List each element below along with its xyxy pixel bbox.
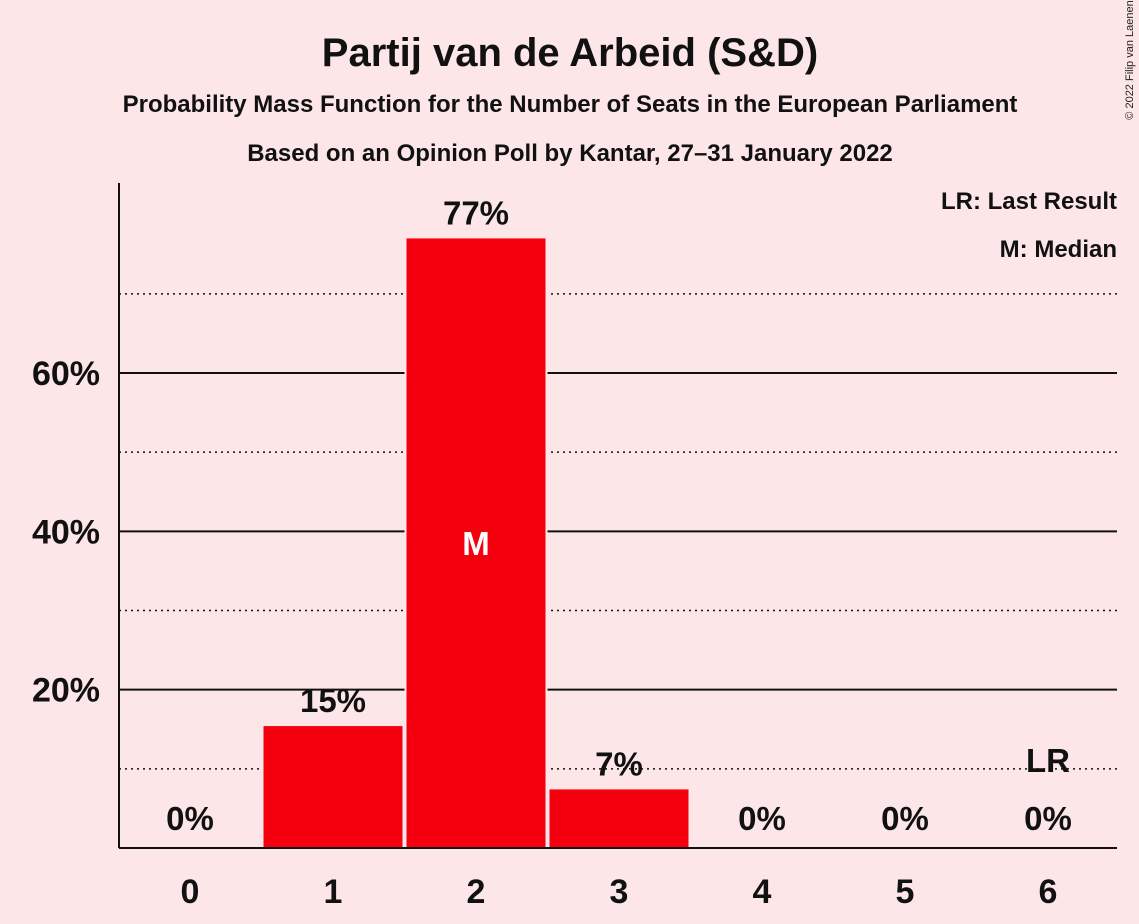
y-tick-label: 60%	[32, 355, 100, 393]
data-label: 0%	[166, 800, 214, 837]
x-tick-label: 2	[467, 873, 486, 911]
legend-median: M: Median	[1000, 236, 1117, 263]
y-tick-label: 20%	[32, 672, 100, 710]
bar-seats-2	[406, 238, 546, 848]
chart-title: Partij van de Arbeid (S&D)	[322, 31, 818, 75]
x-tick-label: 0	[181, 873, 200, 911]
x-tick-label: 6	[1039, 873, 1058, 911]
chart-subtitle-source: Based on an Opinion Poll by Kantar, 27–3…	[247, 140, 893, 167]
labels: 20%40%60%00%115%277%37%40%50%60%MLR	[32, 194, 1072, 911]
y-tick-label: 40%	[32, 513, 100, 551]
legend-last-result: LR: Last Result	[941, 188, 1117, 215]
x-tick-label: 3	[610, 873, 629, 911]
last-result-marker: LR	[1026, 742, 1070, 779]
data-label: 0%	[881, 800, 929, 837]
x-tick-label: 4	[753, 873, 772, 911]
axes	[118, 183, 1117, 849]
data-label: 0%	[1024, 800, 1072, 837]
data-label: 77%	[443, 194, 509, 231]
bar-seats-1	[263, 726, 403, 848]
data-label: 0%	[738, 800, 786, 837]
gridlines	[119, 293, 1117, 770]
x-tick-label: 1	[324, 873, 343, 911]
bar-seats-3	[549, 789, 689, 848]
copyright-notice: © 2022 Filip van Laenen	[1124, 0, 1136, 119]
median-marker: M	[462, 525, 490, 562]
data-label: 15%	[300, 682, 366, 719]
x-tick-label: 5	[896, 873, 915, 911]
data-label: 7%	[595, 745, 643, 782]
chart-subtitle: Probability Mass Function for the Number…	[123, 91, 1018, 118]
bars	[261, 236, 691, 848]
